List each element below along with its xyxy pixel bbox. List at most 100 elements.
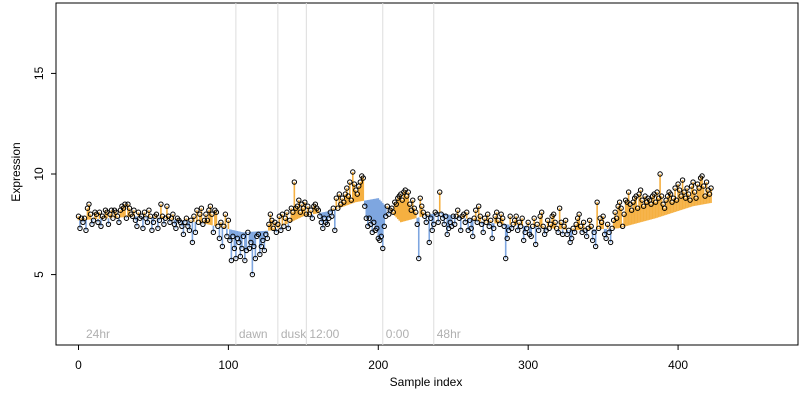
point-layer — [75, 169, 714, 278]
data-point — [129, 213, 136, 219]
data-point — [324, 221, 331, 227]
data-point — [161, 221, 167, 227]
data-point — [381, 223, 387, 230]
data-point — [606, 229, 612, 236]
data-point — [586, 217, 593, 223]
data-point — [489, 235, 495, 242]
data-point — [197, 211, 203, 217]
data-point — [240, 233, 247, 240]
data-point — [690, 179, 696, 185]
data-point — [249, 271, 256, 278]
data-point — [444, 231, 450, 238]
data-point — [96, 209, 103, 215]
data-point — [609, 225, 615, 232]
annotation-label: dawn — [239, 327, 268, 341]
data-point — [188, 217, 194, 223]
data-point — [499, 215, 506, 221]
data-point — [486, 223, 492, 230]
data-point — [242, 257, 248, 264]
data-point — [222, 211, 229, 217]
data-point — [153, 211, 160, 217]
data-point — [528, 233, 534, 240]
data-point — [525, 219, 531, 225]
annotation-label: 0:00 — [386, 327, 410, 341]
data-point — [347, 179, 353, 185]
data-point — [703, 179, 710, 185]
data-point — [399, 197, 405, 203]
data-point — [132, 217, 139, 223]
data-point — [417, 195, 423, 201]
data-point — [523, 225, 530, 232]
data-point — [225, 217, 232, 223]
data-point — [192, 229, 199, 236]
data-point — [90, 217, 97, 223]
data-point — [532, 241, 539, 248]
data-point — [281, 223, 287, 230]
data-point — [302, 199, 308, 205]
data-point — [180, 231, 187, 238]
data-point — [378, 233, 384, 240]
data-point — [149, 227, 155, 234]
data-point — [467, 217, 473, 223]
data-point — [591, 229, 597, 236]
data-point — [83, 227, 89, 234]
data-point — [246, 245, 253, 252]
data-point — [637, 187, 644, 193]
data-point — [583, 233, 590, 240]
data-point — [607, 239, 614, 246]
data-point — [594, 199, 600, 205]
data-point — [639, 197, 645, 203]
data-point — [114, 213, 121, 219]
data-point — [654, 189, 660, 195]
data-point — [77, 225, 83, 232]
data-point — [290, 209, 296, 215]
axis-layer: 0 100 200 300 400 5 10 15 — [32, 66, 688, 372]
data-point — [604, 221, 611, 227]
data-point — [479, 221, 485, 227]
data-point — [195, 219, 202, 225]
data-point — [612, 209, 618, 215]
data-point — [86, 201, 92, 207]
data-point — [675, 181, 681, 187]
data-point — [296, 197, 302, 203]
data-point — [258, 243, 265, 250]
data-point — [335, 205, 341, 211]
data-point — [215, 223, 221, 230]
data-point — [300, 205, 307, 211]
data-point — [494, 209, 500, 215]
data-point — [135, 209, 142, 215]
data-point — [203, 211, 209, 217]
data-point — [126, 205, 133, 211]
data-point — [131, 207, 137, 213]
data-point — [341, 199, 347, 205]
annotation-label: 12:00 — [309, 327, 339, 341]
data-point — [598, 219, 605, 225]
data-point — [431, 221, 437, 227]
data-point — [483, 219, 489, 225]
data-point — [345, 193, 352, 199]
vline-layer — [235, 3, 435, 345]
data-point — [458, 227, 464, 234]
data-point — [213, 209, 220, 215]
data-point — [428, 215, 434, 221]
data-point — [480, 229, 486, 236]
data-point — [357, 179, 363, 185]
data-point — [679, 177, 686, 183]
data-point — [354, 191, 360, 197]
data-point — [257, 251, 263, 258]
data-point — [517, 223, 524, 230]
data-point — [648, 201, 654, 207]
data-point — [531, 215, 537, 221]
data-point — [529, 223, 536, 230]
data-point — [441, 221, 447, 227]
x-tick-label: 0 — [75, 358, 82, 372]
data-point — [682, 195, 689, 201]
data-point — [616, 199, 623, 205]
data-point — [233, 255, 239, 262]
annotation-layer: 24hr dawn dusk 12:00 0:00 48hr — [86, 327, 461, 341]
data-point — [474, 219, 480, 225]
data-point — [513, 213, 519, 219]
data-point — [239, 245, 245, 252]
data-point — [502, 255, 509, 262]
data-point — [488, 217, 494, 223]
